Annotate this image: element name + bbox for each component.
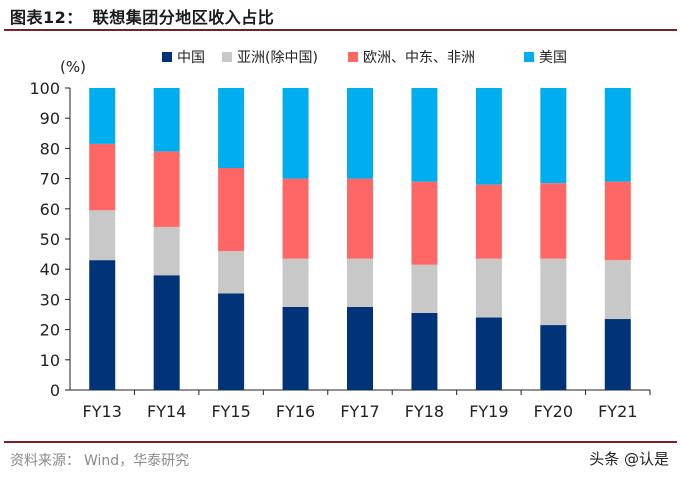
source-text: Wind，华泰研究 (84, 453, 190, 469)
legend-swatch-3 (524, 52, 534, 62)
bar-segment-FY19-2 (475, 184, 502, 259)
bar-segment-FY19-1 (475, 258, 502, 318)
x-tick-label: FY15 (211, 402, 250, 421)
bar-segment-FY20-1 (540, 258, 567, 326)
title-rule (4, 29, 677, 31)
legend-label-2: 欧洲、中东、非洲 (363, 50, 475, 66)
legend-swatch-2 (348, 52, 358, 62)
x-tick-label: FY17 (340, 402, 379, 421)
y-axis-unit-label: (%) (60, 58, 86, 76)
y-tick-label: 10 (40, 351, 60, 370)
bar-segment-FY18-0 (411, 312, 438, 390)
bar-segment-FY17-2 (347, 178, 373, 259)
source-label: 资料来源： (10, 453, 80, 469)
bar-segment-FY20-2 (540, 183, 567, 259)
y-tick-label: 100 (29, 79, 60, 98)
bar-segment-FY14-0 (153, 275, 180, 390)
bar-segment-FY16-0 (282, 306, 309, 390)
bar-segment-FY17-3 (347, 88, 373, 179)
figure-title: 图表12： 联想集团分地区收入占比 (10, 4, 284, 28)
bar-segment-FY20-0 (540, 325, 567, 390)
bar-segment-FY18-2 (411, 181, 438, 265)
bar-segment-FY20-3 (540, 88, 567, 184)
footer-rule (4, 441, 677, 443)
y-tick-label: 50 (40, 230, 60, 249)
x-tick-label: FY13 (83, 402, 122, 421)
y-tick-label: 40 (40, 260, 60, 279)
bar-segment-FY14-3 (153, 88, 180, 152)
bar-segment-FY18-3 (411, 88, 438, 182)
bar-segment-FY17-1 (347, 258, 373, 307)
bar-segment-FY15-2 (218, 168, 245, 252)
source-note: 资料来源： Wind，华泰研究 (10, 450, 193, 470)
title-bar: 图表12： 联想集团分地区收入占比 (0, 0, 681, 30)
x-tick-label: FY18 (405, 402, 444, 421)
y-tick-label: 90 (40, 109, 60, 128)
legend-label-3: 美国 (539, 50, 567, 66)
bar-segment-FY15-3 (218, 88, 245, 169)
bar-segment-FY18-1 (411, 264, 438, 313)
y-tick-label: 70 (40, 170, 60, 189)
bar-segment-FY19-0 (475, 317, 502, 390)
bar-segment-FY17-0 (347, 306, 373, 390)
bar-segment-FY16-2 (282, 178, 309, 259)
y-tick-label: 80 (40, 139, 60, 158)
bar-segment-FY16-1 (282, 258, 309, 307)
x-tick-label: FY19 (469, 402, 508, 421)
stacked-bar-chart: 中国 亚洲(除中国) 欧洲、中东、非洲 美国 (%) 0 10 20 30 40 50 60 70 80 9… (29, 50, 651, 421)
x-tick-label: FY20 (534, 402, 573, 421)
bar-segment-FY15-0 (218, 293, 245, 390)
legend-label-1: 亚洲(除中国) (237, 50, 318, 66)
bar-segment-FY16-3 (282, 88, 309, 179)
legend-label-0: 中国 (177, 50, 205, 66)
bar-segment-FY21-3 (604, 88, 631, 182)
figure-number: 图表12： (10, 8, 83, 27)
bar-segment-FY13-1 (89, 210, 116, 261)
bar-segment-FY15-1 (218, 251, 245, 294)
legend-swatch-0 (162, 52, 172, 62)
bar-segment-FY21-1 (604, 260, 631, 320)
bar-segment-FY21-2 (604, 181, 631, 261)
x-tick-label: FY21 (598, 402, 637, 421)
figure-caption: 联想集团分地区收入占比 (92, 8, 275, 27)
bar-segment-FY14-2 (153, 151, 180, 227)
bar-segment-FY13-0 (89, 260, 116, 390)
y-tick-label: 30 (40, 290, 60, 309)
watermark: 头条 @认是 (589, 450, 669, 468)
x-tick-label: FY14 (147, 402, 186, 421)
bar-segment-FY13-2 (89, 143, 116, 211)
y-tick-label: 20 (40, 321, 60, 340)
x-tick-label: FY16 (276, 402, 315, 421)
bar-segment-FY13-3 (89, 88, 116, 144)
y-tick-label: 60 (40, 200, 60, 219)
bar-segment-FY19-3 (475, 88, 502, 185)
legend-swatch-1 (222, 52, 232, 62)
y-tick-label: 0 (50, 381, 60, 400)
bar-segment-FY14-1 (153, 226, 180, 276)
bar-segment-FY21-0 (604, 319, 631, 390)
